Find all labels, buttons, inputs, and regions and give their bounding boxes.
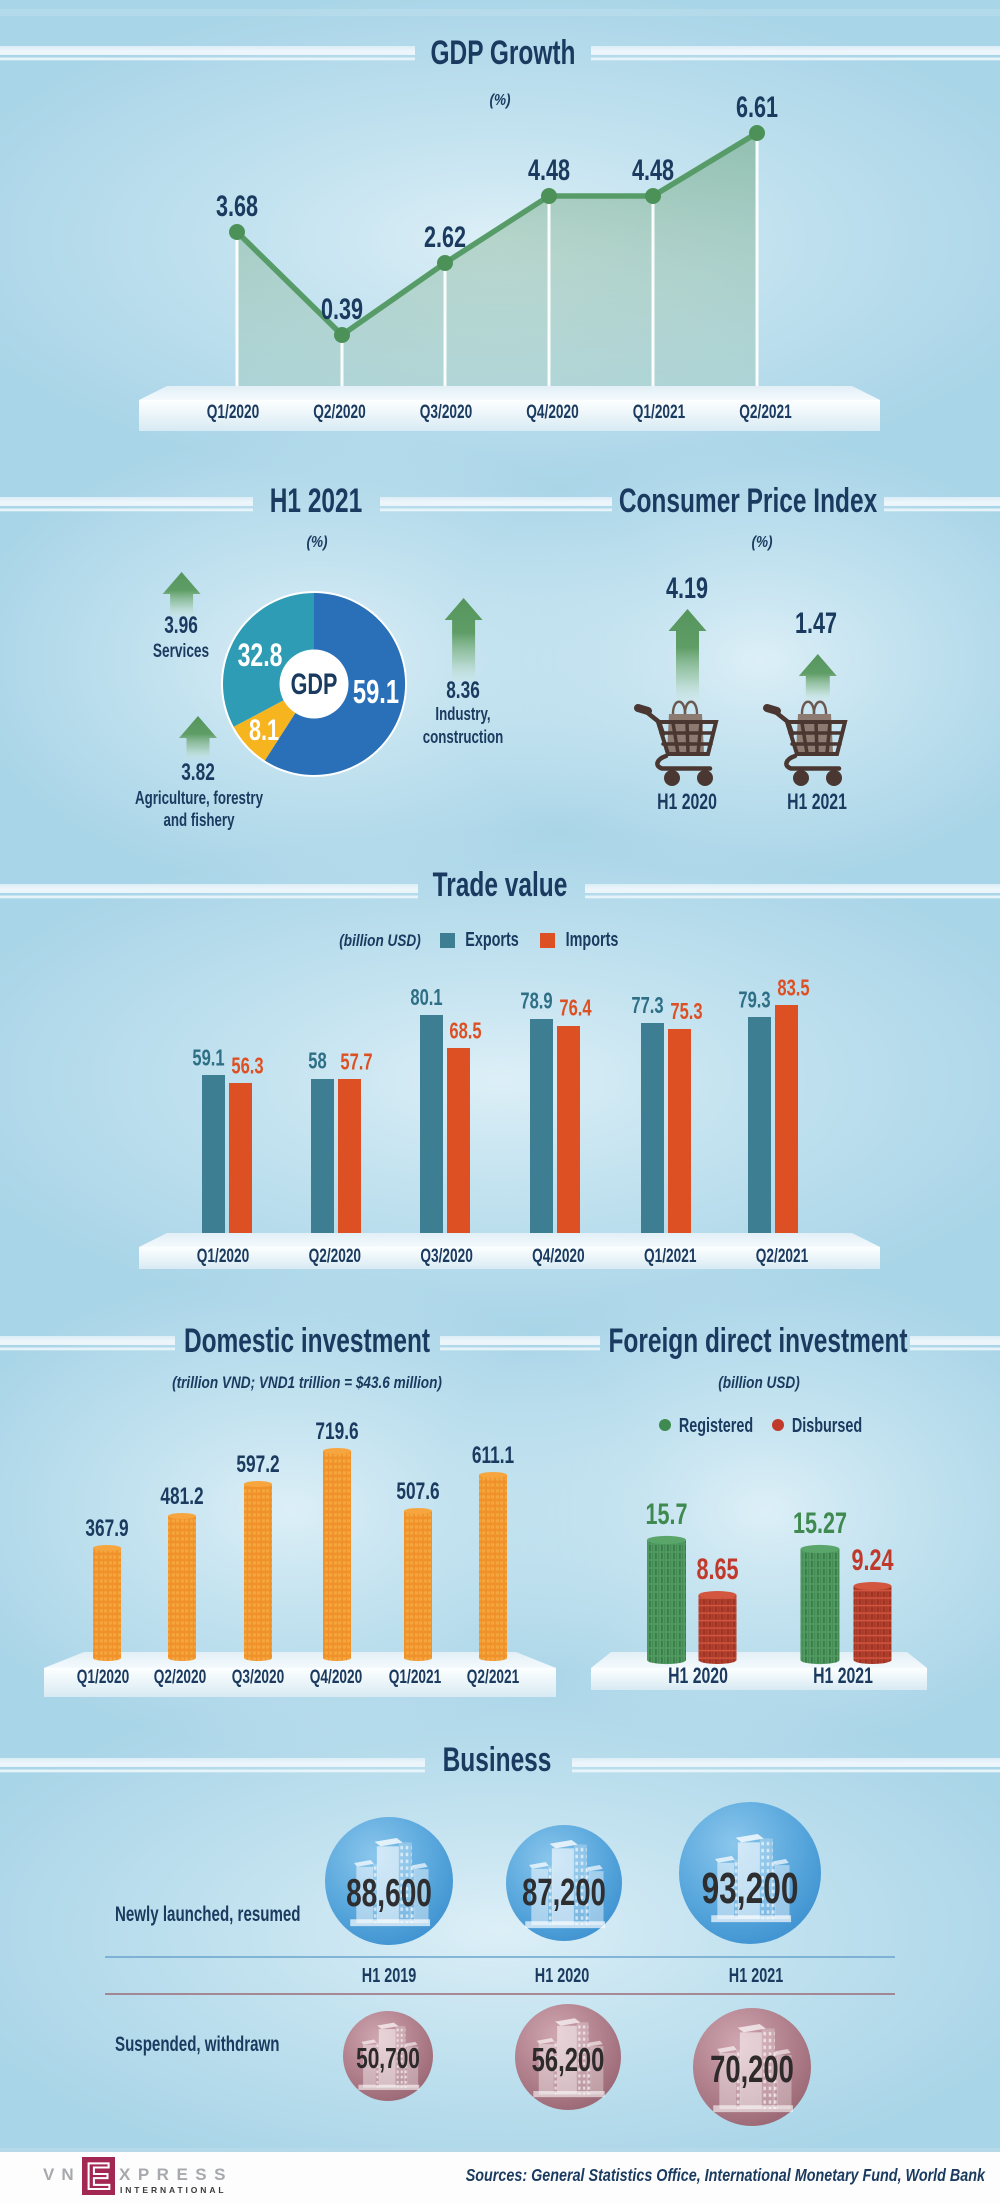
svg-text:Imports: Imports [566,928,619,951]
svg-text:Foreign direct investment: Foreign direct investment [608,1322,907,1360]
svg-text:Exports: Exports [465,928,519,951]
svg-text:9.24: 9.24 [851,1542,893,1576]
svg-text:Q2/2020: Q2/2020 [154,1666,206,1688]
svg-text:719.6: 719.6 [315,1418,358,1444]
svg-text:Q2/2020: Q2/2020 [313,401,365,423]
svg-text:50,700: 50,700 [356,2043,420,2075]
svg-text:15.7: 15.7 [645,1496,687,1530]
svg-text:(billion USD): (billion USD) [718,1374,799,1393]
svg-text:Newly launched, resumed: Newly launched, resumed [115,1901,301,1925]
svg-text:6.61: 6.61 [736,89,778,123]
svg-text:Q2/2021: Q2/2021 [467,1666,519,1688]
svg-text:32.8: 32.8 [238,637,283,673]
svg-text:Q1/2020: Q1/2020 [207,401,259,423]
svg-text:70,200: 70,200 [710,2049,794,2091]
svg-text:H1 2019: H1 2019 [362,1964,417,1987]
svg-text:58: 58 [308,1049,326,1074]
svg-text:68.5: 68.5 [449,1019,481,1044]
svg-text:77.3: 77.3 [631,994,663,1019]
svg-text:59.1: 59.1 [353,674,399,711]
svg-text:59.1: 59.1 [192,1046,224,1071]
svg-text:3.96: 3.96 [164,612,198,638]
svg-text:Q4/2020: Q4/2020 [532,1245,584,1267]
svg-text:Sources: General Statistics Of: Sources: General Statistics Office, Inte… [466,2167,986,2186]
svg-text:(trillion VND; VND1 trillion =: (trillion VND; VND1 trillion = $43.6 mil… [172,1374,442,1393]
svg-text:1.47: 1.47 [795,605,837,639]
svg-text:Q2/2020: Q2/2020 [309,1245,361,1267]
svg-text:Q4/2020: Q4/2020 [310,1666,362,1688]
svg-text:H1 2021: H1 2021 [787,791,847,815]
svg-text:507.6: 507.6 [396,1478,439,1504]
svg-text:H1 2020: H1 2020 [668,1665,728,1689]
svg-text:Suspended, withdrawn: Suspended, withdrawn [115,2031,280,2055]
svg-text:Q3/2020: Q3/2020 [232,1666,284,1688]
svg-text:GDP: GDP [291,666,338,700]
svg-text:Q1/2020: Q1/2020 [197,1245,249,1267]
svg-text:56,200: 56,200 [532,2042,605,2079]
svg-text:Registered: Registered [679,1414,753,1437]
svg-text:and fishery: and fishery [163,810,234,831]
svg-text:GDP Growth: GDP Growth [430,34,575,72]
svg-text:Q4/2020: Q4/2020 [526,401,578,423]
svg-text:Consumer Price Index: Consumer Price Index [619,482,878,520]
svg-text:Services: Services [153,640,209,662]
svg-text:57.7: 57.7 [340,1050,372,1075]
svg-text:Q1/2020: Q1/2020 [77,1666,129,1688]
svg-text:Q3/2020: Q3/2020 [420,1245,472,1267]
svg-text:8.65: 8.65 [696,1551,738,1585]
svg-text:(%): (%) [751,534,772,551]
svg-text:Disbursed: Disbursed [792,1414,862,1437]
svg-text:78.9: 78.9 [520,989,552,1014]
svg-text:Q1/2021: Q1/2021 [644,1245,696,1267]
svg-text:80.1: 80.1 [410,986,442,1011]
svg-text:4.19: 4.19 [666,570,708,604]
svg-text:XPRESS: XPRESS [119,2165,233,2184]
svg-text:4.48: 4.48 [528,152,570,186]
svg-text:construction: construction [423,727,504,748]
svg-text:597.2: 597.2 [236,1451,279,1477]
svg-text:Industry,: Industry, [435,704,490,725]
svg-text:88,600: 88,600 [346,1872,432,1916]
svg-text:(%): (%) [489,92,510,109]
svg-text:83.5: 83.5 [777,976,809,1001]
svg-text:(billion USD): (billion USD) [339,932,420,951]
svg-text:VN: VN [43,2165,81,2184]
svg-text:Q2/2021: Q2/2021 [756,1245,808,1267]
svg-text:75.3: 75.3 [670,999,702,1024]
svg-text:Q1/2021: Q1/2021 [633,401,685,423]
svg-text:Q3/2020: Q3/2020 [420,401,472,423]
svg-text:93,200: 93,200 [702,1864,799,1913]
svg-text:611.1: 611.1 [472,1442,515,1468]
svg-text:Business: Business [443,1741,552,1779]
svg-text:87,200: 87,200 [522,1872,606,1914]
svg-text:H1 2020: H1 2020 [535,1964,589,1987]
svg-text:(%): (%) [306,534,327,551]
svg-text:H1 2021: H1 2021 [270,482,363,520]
svg-text:H1 2021: H1 2021 [729,1964,784,1987]
svg-text:8.1: 8.1 [249,712,279,746]
svg-text:15.27: 15.27 [793,1505,847,1539]
svg-text:3.68: 3.68 [216,188,258,222]
svg-text:Q1/2021: Q1/2021 [389,1666,441,1688]
svg-text:2.62: 2.62 [424,219,466,253]
svg-text:H1 2020: H1 2020 [657,791,717,815]
svg-text:8.36: 8.36 [446,677,480,703]
svg-text:79.3: 79.3 [738,988,770,1013]
svg-text:481.2: 481.2 [160,1483,203,1509]
svg-text:3.82: 3.82 [181,759,215,785]
svg-text:4.48: 4.48 [632,152,674,186]
svg-text:H1 2021: H1 2021 [813,1665,873,1689]
svg-text:367.9: 367.9 [85,1515,128,1541]
svg-text:Trade value: Trade value [433,866,568,904]
svg-text:Q2/2021: Q2/2021 [739,401,791,423]
svg-text:0.39: 0.39 [321,291,363,325]
svg-text:56.3: 56.3 [231,1054,263,1079]
svg-text:E: E [86,2156,111,2197]
svg-text:Domestic investment: Domestic investment [184,1322,430,1360]
svg-text:INTERNATIONAL: INTERNATIONAL [120,2185,226,2195]
svg-text:76.4: 76.4 [559,996,592,1021]
svg-text:Agriculture, forestry: Agriculture, forestry [135,788,263,809]
